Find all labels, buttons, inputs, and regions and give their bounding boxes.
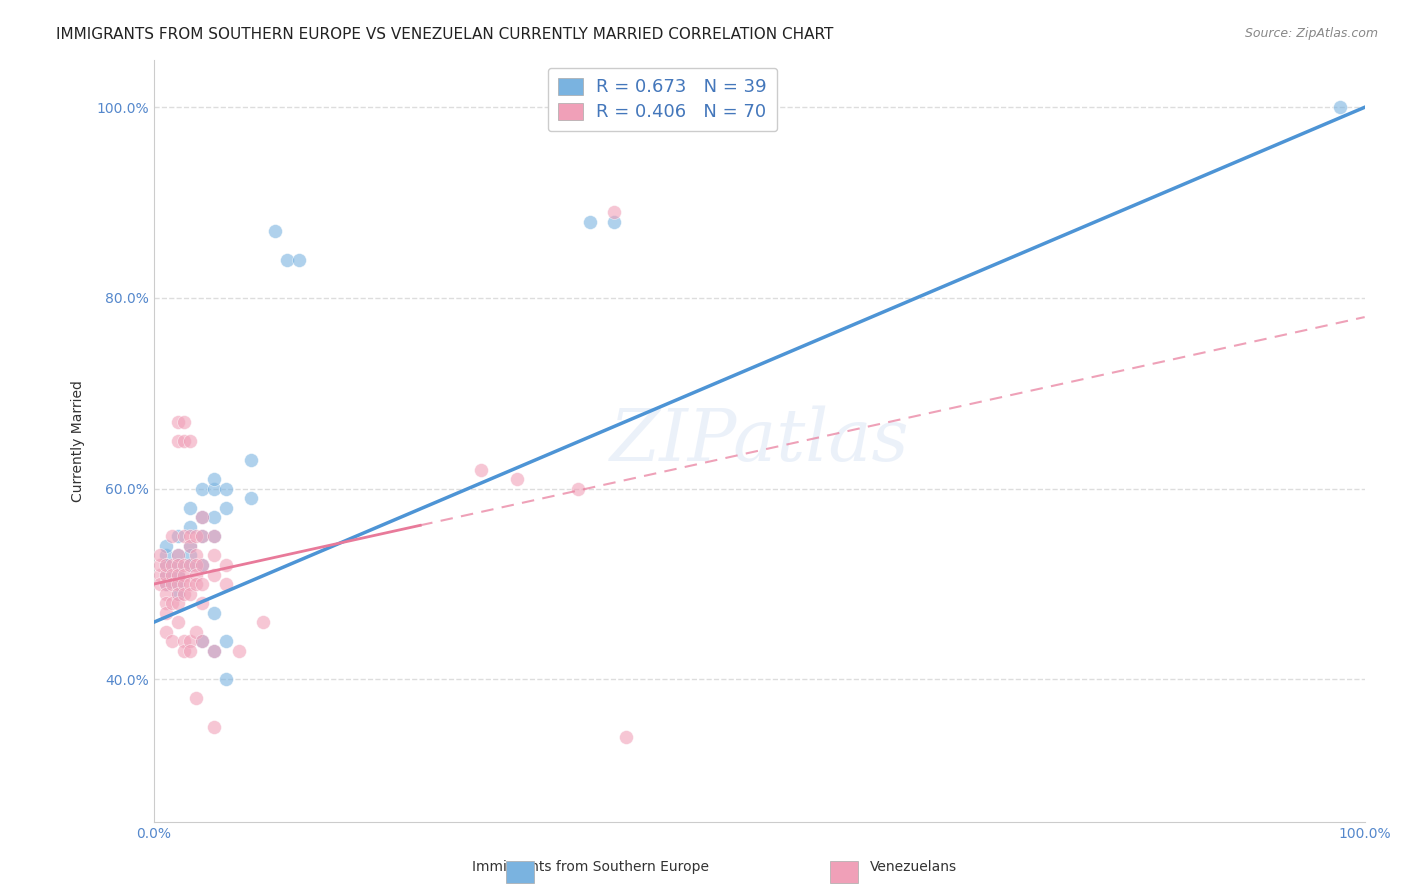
- Text: Source: ZipAtlas.com: Source: ZipAtlas.com: [1244, 27, 1378, 40]
- Text: ZIPatlas: ZIPatlas: [609, 406, 910, 476]
- Text: Venezuelans: Venezuelans: [870, 860, 957, 874]
- Text: Immigrants from Southern Europe: Immigrants from Southern Europe: [472, 860, 709, 874]
- Legend: R = 0.673   N = 39, R = 0.406   N = 70: R = 0.673 N = 39, R = 0.406 N = 70: [548, 68, 778, 131]
- Y-axis label: Currently Married: Currently Married: [72, 380, 86, 502]
- Text: IMMIGRANTS FROM SOUTHERN EUROPE VS VENEZUELAN CURRENTLY MARRIED CORRELATION CHAR: IMMIGRANTS FROM SOUTHERN EUROPE VS VENEZ…: [56, 27, 834, 42]
